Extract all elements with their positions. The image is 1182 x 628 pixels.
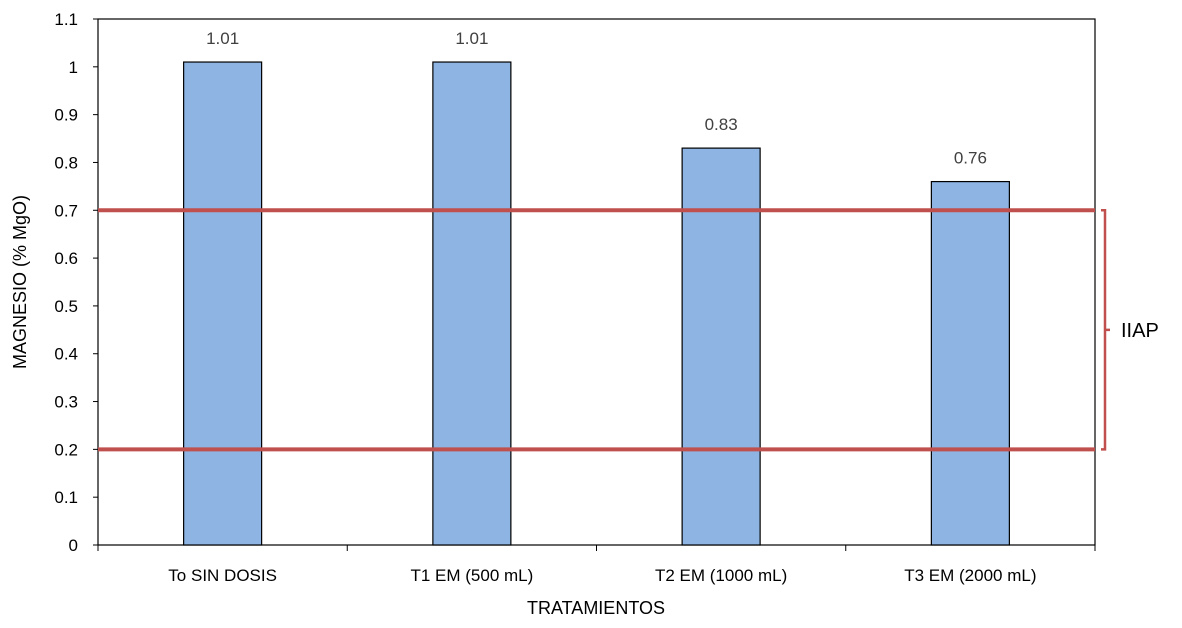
data-label: 0.76: [954, 149, 987, 168]
data-labels-group: 1.01 1.01 0.83 0.76: [206, 29, 987, 168]
x-tick-label: T3 EM (2000 mL): [904, 566, 1036, 585]
reference-bracket: [1101, 209, 1110, 451]
x-tick-label: T2 EM (1000 mL): [655, 566, 787, 585]
y-tick-label: 0.4: [54, 345, 78, 364]
bar: [432, 61, 512, 546]
y-tick-label: 0.7: [54, 201, 78, 220]
y-tick-label: 1.1: [54, 10, 78, 29]
x-axis-title: TRATAMIENTOS: [527, 598, 665, 618]
bar: [681, 147, 761, 546]
y-tick-label: 0.2: [54, 440, 78, 459]
bars-group: [183, 61, 1010, 546]
x-axis-ticks: To SIN DOSIS T1 EM (500 mL) T2 EM (1000 mL…: [97, 545, 1096, 585]
y-tick-label: 0.5: [54, 297, 78, 316]
data-label: 1.01: [455, 29, 488, 48]
y-tick-label: 0.8: [54, 153, 78, 172]
y-tick-label: 0.6: [54, 249, 78, 268]
bar: [930, 180, 1010, 546]
bar: [183, 61, 263, 546]
y-tick-label: 0.1: [54, 488, 78, 507]
y-tick-label: 0.3: [54, 393, 78, 412]
data-label: 1.01: [206, 29, 239, 48]
y-tick-label: 0.9: [54, 106, 78, 125]
plot-area: [97, 18, 1096, 546]
data-label: 0.83: [705, 115, 738, 134]
reference-band-label: IIAP: [1121, 320, 1159, 342]
x-tick-label: To SIN DOSIS: [168, 566, 277, 585]
y-tick-label: 0: [69, 536, 78, 555]
y-axis-ticks: 0 0.1 0.2 0.3 0.4 0.5 0.6 0.7 0.8 0.9 1 1.1: [54, 10, 98, 555]
y-axis-title: MAGNESIO (% MgO): [10, 195, 30, 369]
x-tick-label: T1 EM (500 mL): [410, 566, 533, 585]
reference-band: IIAP: [98, 208, 1159, 452]
y-tick-label: 1: [69, 58, 78, 77]
